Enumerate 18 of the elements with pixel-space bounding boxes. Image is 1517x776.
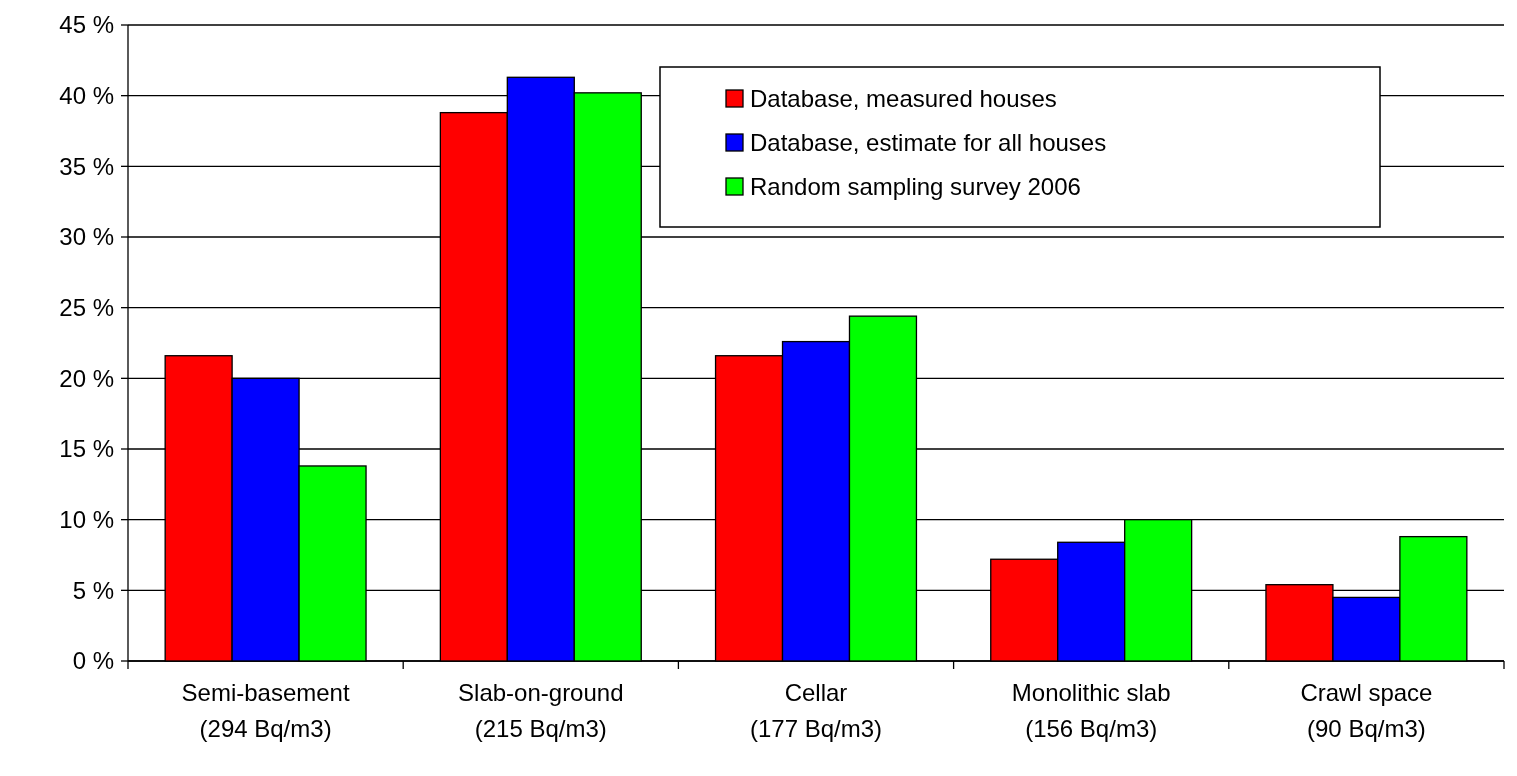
- x-tick-label: Monolithic slab (156 Bq/m3): [1011, 679, 1171, 742]
- x-tick-label: Cellar (177 Bq/m3): [749, 679, 883, 742]
- y-tick-label: 5 %: [72, 576, 114, 604]
- x-tick-label: Crawl space (90 Bq/m3): [1300, 679, 1433, 742]
- x-tick-label: Slab-on-ground (215 Bq/m3): [458, 679, 624, 742]
- y-tick-label: 15 %: [59, 435, 114, 463]
- y-tick-label: 40 %: [59, 82, 114, 110]
- y-tick-label: 25 %: [59, 294, 114, 322]
- x-tick-label: Semi-basement (294 Bq/m3): [181, 679, 350, 742]
- y-tick-label: 10 %: [59, 506, 114, 534]
- y-tick-label: 45 %: [59, 11, 114, 39]
- legend-label: Random sampling survey 2006: [750, 173, 1081, 201]
- y-tick-label: 0 %: [72, 647, 114, 675]
- y-tick-label: 30 %: [59, 223, 114, 251]
- legend-label: Database, measured houses: [750, 85, 1057, 113]
- y-tick-label: 20 %: [59, 364, 114, 392]
- legend-label: Database, estimate for all houses: [750, 129, 1107, 157]
- y-tick-label: 35 %: [59, 152, 114, 180]
